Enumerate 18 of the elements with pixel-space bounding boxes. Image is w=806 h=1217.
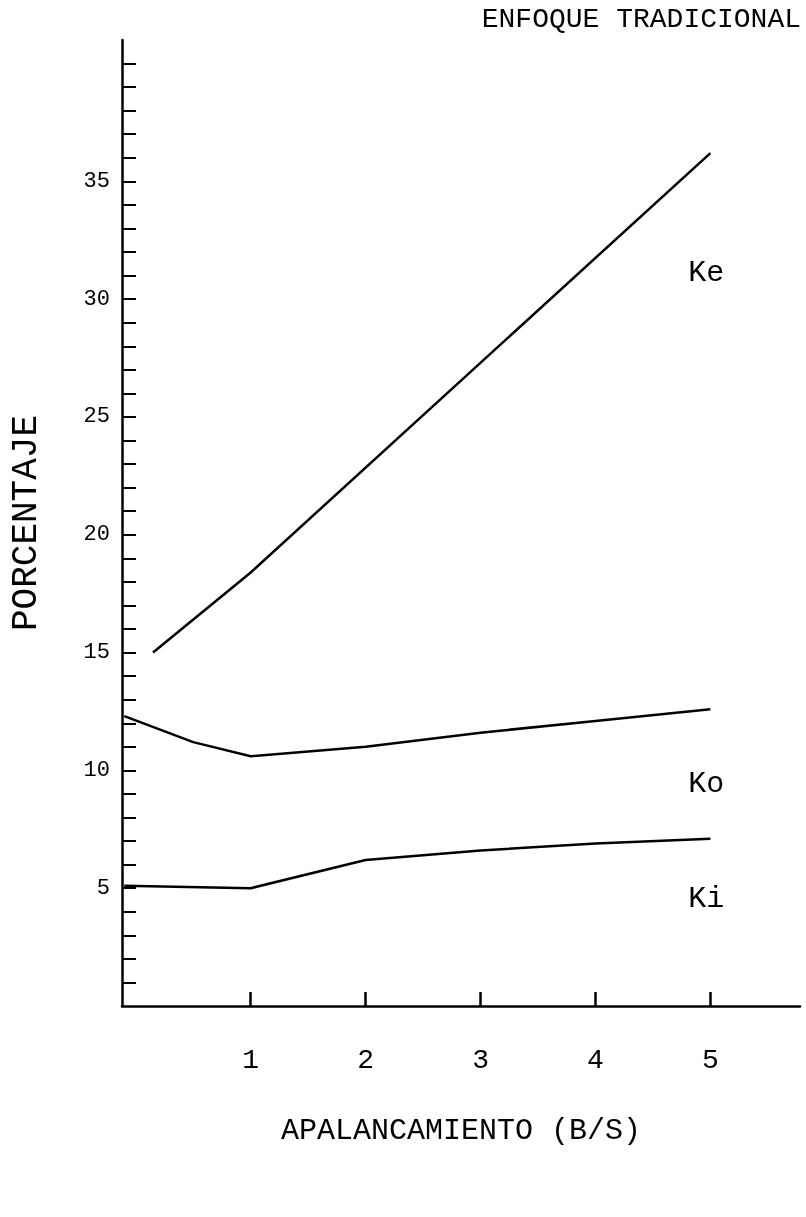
y-tick-label: 35 — [83, 168, 110, 194]
y-tick-label: 15 — [83, 640, 110, 666]
x-tick-label: 3 — [472, 1044, 489, 1076]
chart-title: ENFOQUE TRADICIONAL — [481, 3, 802, 35]
x-axis-title: APALANCAMIENTO (B/S) — [280, 1114, 642, 1148]
x-tick-label: 4 — [587, 1044, 604, 1076]
y-tick-label: 10 — [83, 757, 110, 783]
y-tick-label: 30 — [83, 286, 110, 312]
x-tick-label: 2 — [357, 1044, 375, 1076]
y-axis-title: PORCENTAJE — [5, 414, 47, 632]
series-label: Ki — [688, 881, 725, 916]
y-tick-label: 5 — [96, 875, 110, 901]
x-tick-label: 1 — [242, 1044, 260, 1076]
x-tick-label: 5 — [701, 1044, 719, 1076]
y-tick-label: 25 — [83, 404, 110, 430]
y-tick-label: 20 — [83, 522, 110, 548]
text: Ke — [688, 256, 725, 291]
series-label: Ko — [688, 767, 725, 802]
